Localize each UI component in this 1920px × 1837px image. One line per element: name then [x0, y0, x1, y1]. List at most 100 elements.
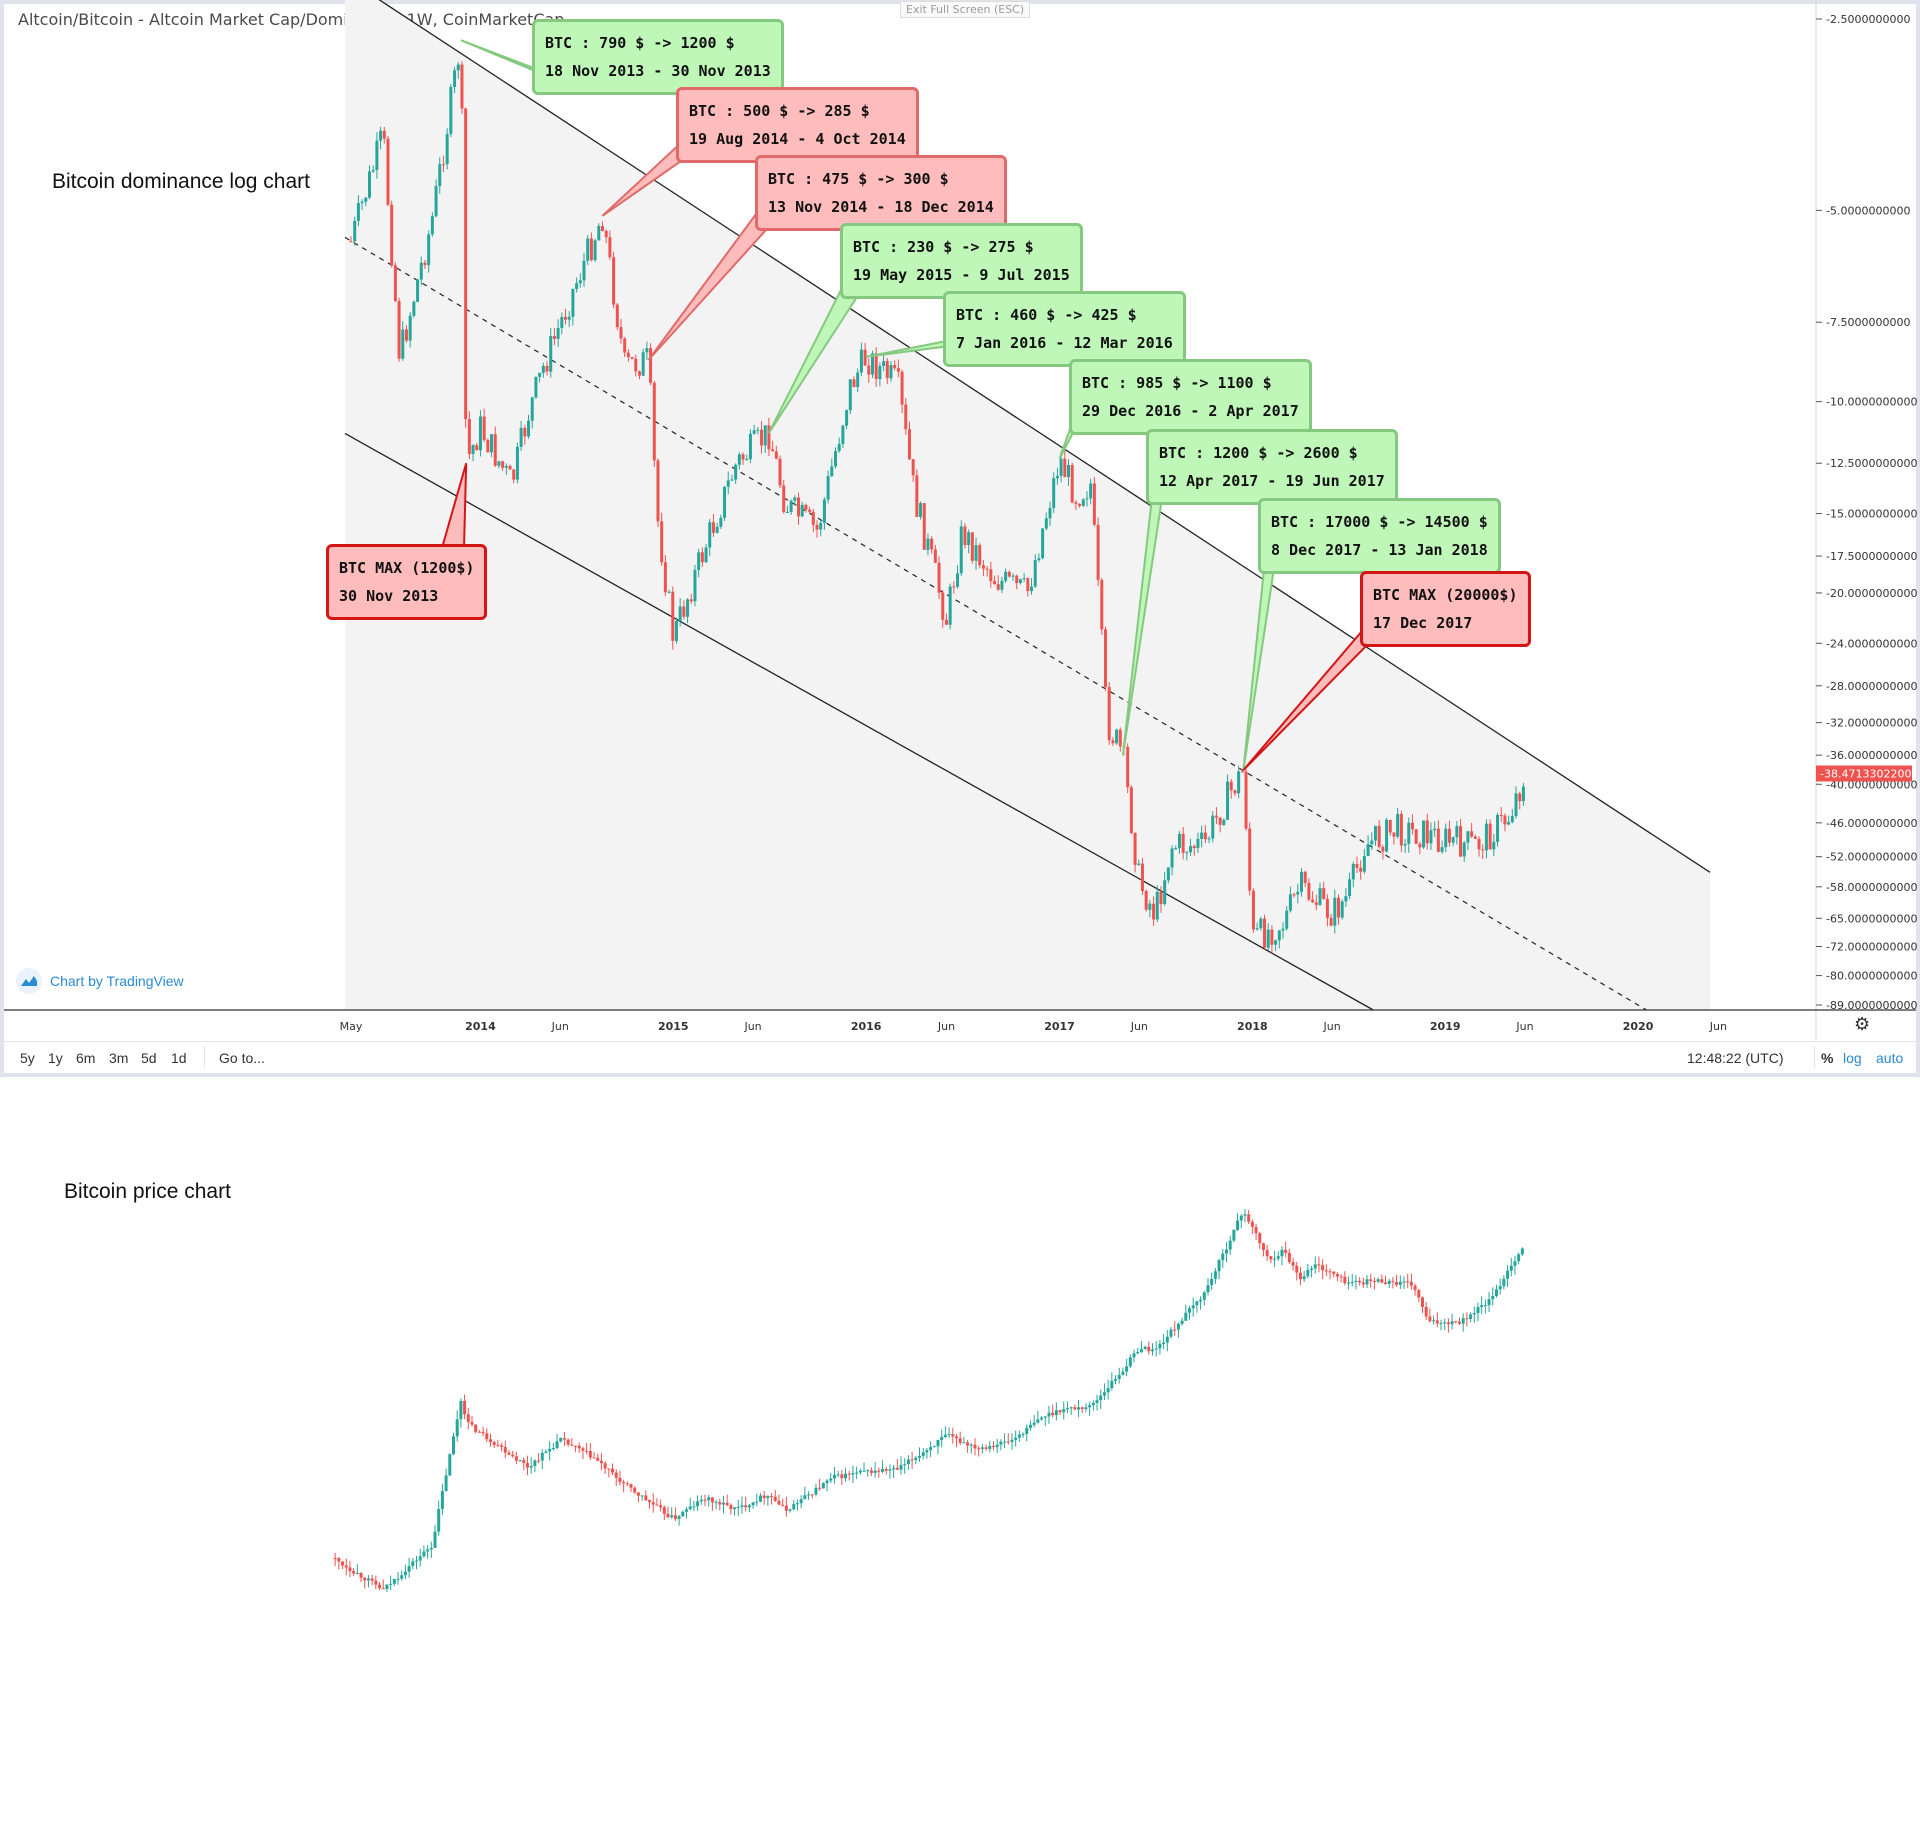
candle-body: [978, 545, 982, 566]
candle-body: [525, 1463, 529, 1468]
candle-body: [1248, 828, 1252, 891]
candle-body: [604, 230, 608, 238]
auto-scale-toggle[interactable]: auto: [1876, 1050, 1904, 1066]
timeframe-5y[interactable]: 5y: [20, 1050, 35, 1066]
dominance-chart[interactable]: -2.5000000000 -5.0000000000 -7.5000000000 -…: [0, 0, 1920, 1040]
candle-body: [1518, 793, 1522, 802]
candle-body: [477, 1431, 481, 1433]
annotation-callout[interactable]: BTC : 1200 $ -> 2600 $ 12 Apr 2017 - 19 …: [1146, 429, 1398, 505]
candle-body: [1351, 863, 1355, 880]
candle-body: [845, 410, 849, 426]
candle-body: [1476, 1307, 1480, 1313]
candle-body: [989, 569, 993, 581]
tradingview-watermark[interactable]: Chart by TradingView: [16, 968, 184, 994]
log-scale-toggle[interactable]: log: [1843, 1050, 1862, 1066]
candle-body: [959, 526, 963, 574]
candle-body: [1413, 1285, 1417, 1291]
candle-body: [449, 86, 453, 134]
candle-body: [715, 526, 719, 533]
candle-body: [807, 1494, 811, 1496]
candle-body: [448, 1454, 452, 1476]
y-tick-label: -15.0000000000: [1826, 508, 1917, 521]
candle-body: [593, 240, 597, 261]
candle-body: [797, 497, 801, 517]
candle-body: [723, 486, 727, 518]
candle-body: [1233, 790, 1237, 794]
timeframe-5d[interactable]: 5d: [141, 1050, 157, 1066]
candle-body: [1418, 843, 1422, 848]
timeframe-3m[interactable]: 3m: [109, 1050, 129, 1066]
candle-body: [1106, 1388, 1110, 1393]
annotation-callout[interactable]: BTC : 475 $ -> 300 $ 13 Nov 2014 - 18 De…: [755, 155, 1007, 231]
candle-body: [1095, 1400, 1099, 1403]
candle-body: [747, 1505, 751, 1508]
candle-body: [666, 1513, 670, 1518]
candle-body: [556, 327, 560, 339]
candle-body: [910, 1459, 914, 1461]
settings-gear-icon[interactable]: ⚙: [1854, 1014, 1871, 1035]
candle-body: [678, 606, 682, 621]
candle-body: [1269, 1256, 1273, 1260]
candle-body: [1513, 1261, 1517, 1266]
candle-body: [725, 1502, 729, 1506]
candle-body: [758, 1495, 762, 1502]
candle-body: [1461, 1318, 1465, 1324]
annotation-callout[interactable]: BTC : 460 $ -> 425 $ 7 Jan 2016 - 12 Mar…: [943, 291, 1186, 367]
timeframe-1d[interactable]: 1d: [171, 1050, 187, 1066]
annotation-line: BTC : 1200 $ -> 2600 $: [1159, 444, 1358, 462]
candle-body: [974, 545, 978, 561]
candle-body: [1165, 1336, 1169, 1343]
candle-body: [1470, 831, 1474, 837]
candle-body: [767, 425, 771, 450]
candle-body: [644, 1495, 648, 1501]
exit-fullscreen-button[interactable]: Exit Full Screen (ESC): [900, 1, 1031, 18]
percent-scale-toggle[interactable]: %: [1821, 1050, 1834, 1066]
price-chart[interactable]: [0, 1080, 1920, 1837]
annotation-callout[interactable]: BTC : 790 $ -> 1200 $ 18 Nov 2013 - 30 N…: [532, 19, 784, 95]
candle-body: [1206, 1285, 1210, 1293]
candle-body: [508, 465, 512, 470]
annotation-line: 17 Dec 2017: [1373, 614, 1473, 632]
candle-body: [893, 365, 897, 369]
candle-body: [1017, 1434, 1021, 1438]
goto-button[interactable]: Go to...: [219, 1050, 265, 1066]
candle-body: [596, 1457, 600, 1461]
candle-body: [991, 1445, 995, 1448]
candle-body: [1492, 841, 1496, 850]
candle-body: [1472, 1312, 1476, 1315]
candle-body: [1139, 1349, 1143, 1353]
candle-body: [1332, 1271, 1336, 1274]
candle-body: [1440, 847, 1444, 852]
candle-body: [333, 1558, 337, 1560]
candle-body: [493, 434, 497, 466]
candle-body: [1300, 871, 1304, 892]
candle-body: [1409, 1281, 1413, 1286]
timeframe-1y[interactable]: 1y: [48, 1050, 63, 1066]
candle-body: [659, 1505, 663, 1508]
candle-body: [958, 1438, 962, 1443]
candle-body: [515, 446, 519, 480]
annotation-callout[interactable]: BTC MAX (1200$) 30 Nov 2013: [326, 544, 488, 620]
annotation-line: 7 Jan 2016 - 12 Mar 2016: [956, 334, 1173, 352]
candle-body: [1211, 815, 1215, 839]
candle-body: [888, 1469, 892, 1471]
candle-body: [419, 262, 423, 280]
x-tick-label: Jun: [1130, 1020, 1148, 1033]
annotation-callout[interactable]: BTC : 230 $ -> 275 $ 19 May 2015 - 9 Jul…: [840, 223, 1083, 299]
annotation-callout[interactable]: BTC : 17000 $ -> 14500 $ 8 Dec 2017 - 13…: [1258, 498, 1501, 574]
candle-body: [381, 1588, 385, 1590]
candle-body: [1021, 1433, 1025, 1435]
candle-body: [656, 460, 660, 522]
annotation-callout[interactable]: BTC : 500 $ -> 285 $ 19 Aug 2014 - 4 Oct…: [676, 87, 919, 163]
candle-body: [1080, 1407, 1084, 1410]
channel-upper-line: [378, 0, 1711, 873]
annotation-callout[interactable]: BTC : 985 $ -> 1100 $ 29 Dec 2016 - 2 Ap…: [1069, 359, 1312, 435]
candle-body: [822, 499, 826, 523]
timeframe-6m[interactable]: 6m: [76, 1050, 96, 1066]
toolbar-divider: [204, 1046, 205, 1068]
candle-body: [1184, 1312, 1188, 1321]
candle-body: [1329, 917, 1333, 926]
annotation-callout[interactable]: BTC MAX (20000$) 17 Dec 2017: [1360, 571, 1531, 647]
candle-body: [1214, 815, 1218, 818]
candle-body: [429, 1547, 433, 1550]
